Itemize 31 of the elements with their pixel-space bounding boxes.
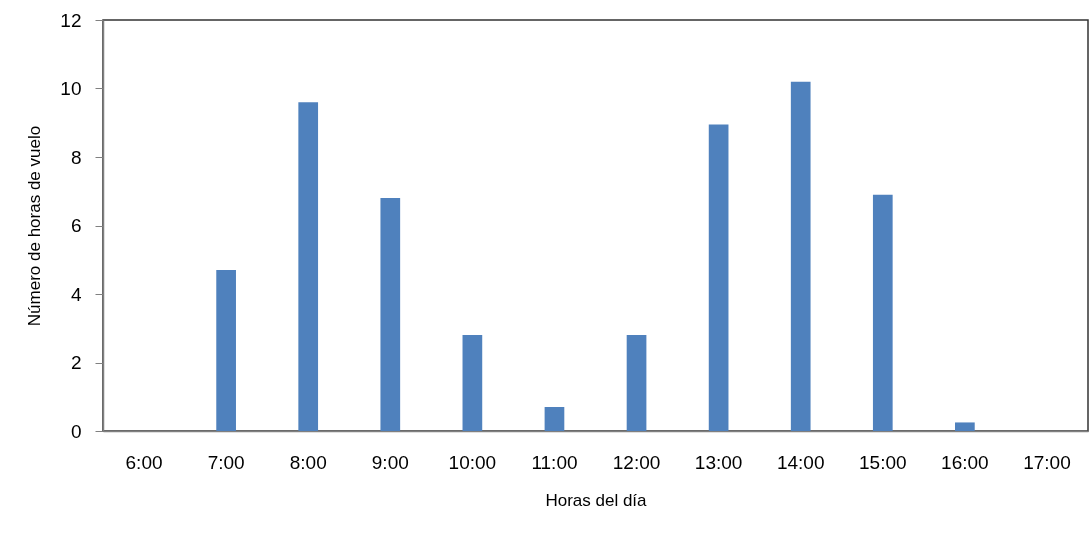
bar: [955, 422, 975, 431]
x-tick-label: 15:00: [859, 451, 907, 473]
bar: [544, 407, 565, 431]
x-tick-label: 7:00: [207, 451, 245, 473]
x-tick-label: 11:00: [531, 451, 578, 473]
y-tick-label: 4: [70, 283, 82, 305]
x-tick-label: 13:00: [694, 451, 743, 473]
y-tick-label: 8: [70, 146, 82, 168]
bar: [790, 81, 811, 431]
bar: [462, 335, 483, 431]
y-tick-label: 2: [70, 352, 82, 373]
bar: [380, 198, 401, 431]
y-tick-label: 10: [60, 78, 82, 99]
x-tick-label: 6:00: [125, 451, 163, 473]
y-tick-label: 6: [70, 215, 82, 236]
bar: [298, 102, 319, 431]
bar: [216, 270, 236, 431]
y-axis-title: Número de horas de vuelo: [25, 125, 45, 327]
x-tick-label: 8:00: [289, 451, 327, 473]
bar: [708, 124, 729, 431]
y-tick-label: 0: [70, 420, 82, 442]
x-tick-label: 9:00: [371, 451, 409, 473]
x-tick-label: 10:00: [448, 451, 497, 473]
x-axis-title: Horas del día: [545, 490, 648, 510]
bar: [626, 335, 647, 431]
x-tick-label: 17:00: [1023, 451, 1071, 473]
x-tick-label: 16:00: [941, 451, 989, 473]
y-tick-label: 12: [60, 9, 82, 31]
x-tick-label: 14:00: [776, 451, 825, 473]
x-tick-label: 12:00: [612, 451, 661, 473]
bar: [872, 194, 893, 431]
